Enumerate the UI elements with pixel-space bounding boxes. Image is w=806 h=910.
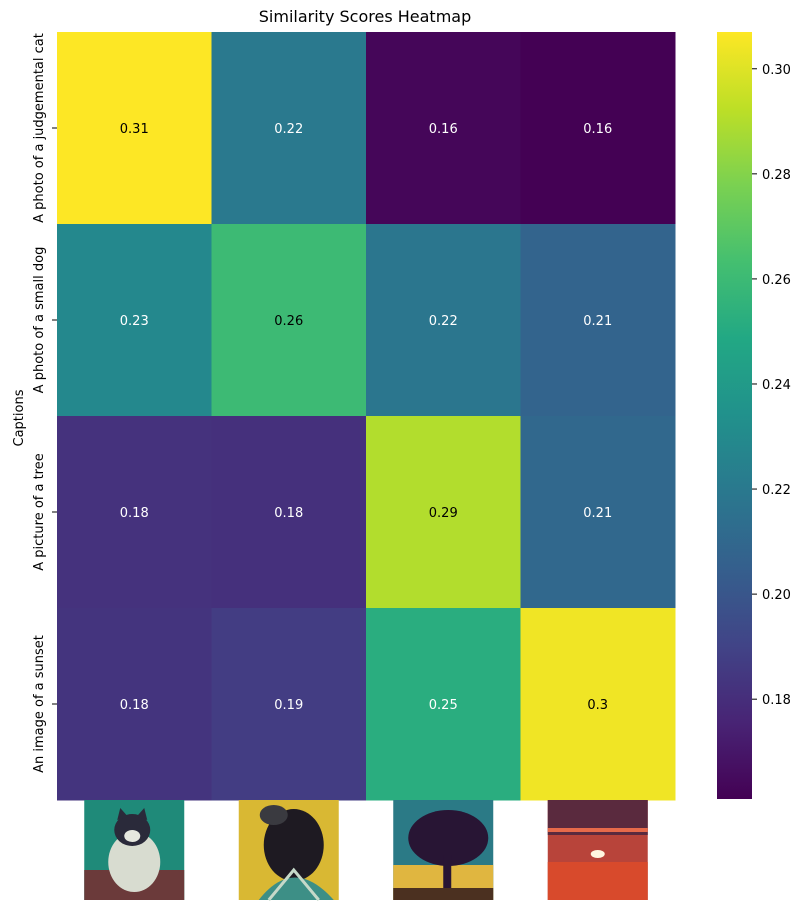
heatmap-cell-r3-c1	[211, 608, 367, 801]
cell-label-r3-c0: 0.18	[120, 698, 149, 713]
heatmap-cell-labels: 0.31 0.22 0.16 0.16 0.23 0.26 0.22 0.21 0.18 0.18…	[120, 122, 612, 713]
row-tick-label-3: An image of a sunset	[32, 635, 47, 773]
cell-label-r0-c3: 0.16	[583, 122, 612, 137]
heatmap-cell-r3-c3	[520, 608, 676, 801]
y-axis-label: Captions	[12, 389, 27, 446]
colorbar-tick-label-1: 0.20	[762, 588, 791, 603]
heatmap-cell-r1-c2	[366, 224, 521, 417]
thumbnail-cat-photo-icon	[84, 800, 185, 900]
colorbar-gradient	[717, 32, 752, 799]
cell-label-r3-c3: 0.3	[587, 698, 608, 713]
heatmap-cell-r2-c3	[520, 416, 676, 609]
row-tick-labels: A photo of a judgemental cat A photo of a…	[32, 33, 57, 773]
cell-label-r3-c1: 0.19	[274, 698, 303, 713]
colorbar-ticks: 0.18 0.20 0.22 0.24 0.26 0.28 0.30	[752, 63, 791, 708]
heatmap-cell-r2-c2	[366, 416, 521, 609]
thumbnail-dog-photo-icon	[238, 800, 339, 901]
heatmap-cell-r1-c1	[211, 224, 367, 417]
cell-label-r1-c1: 0.26	[274, 314, 303, 329]
cell-label-r3-c2: 0.25	[429, 698, 458, 713]
heatmap-cell-r0-c1	[211, 32, 367, 225]
cell-label-r2-c3: 0.21	[583, 506, 612, 521]
row-tick-label-1: A photo of a small dog	[32, 247, 47, 394]
cell-label-r0-c2: 0.16	[429, 122, 458, 137]
cell-label-r0-c1: 0.22	[274, 122, 303, 137]
row-tick-label-2: A picture of a tree	[32, 453, 47, 570]
colorbar-tick-label-0: 0.18	[762, 693, 791, 708]
cell-label-r2-c2: 0.29	[429, 506, 458, 521]
colorbar-tick-label-6: 0.30	[762, 63, 791, 78]
heatmap-cell-r0-c3	[520, 32, 676, 225]
heatmap-cell-r3-c0	[57, 608, 212, 801]
colorbar: 0.18 0.20 0.22 0.24 0.26 0.28 0.30	[717, 32, 791, 799]
cell-label-r0-c0: 0.31	[120, 122, 149, 137]
thumbnail-sunset-photo-icon	[547, 800, 648, 900]
heatmap-cell-r3-c2	[366, 608, 521, 801]
cell-label-r1-c0: 0.23	[120, 314, 149, 329]
column-thumbnails	[84, 800, 648, 901]
heatmap-cell-r2-c1	[211, 416, 367, 609]
heatmap-cell-r0-c2	[366, 32, 521, 225]
chart-title: Similarity Scores Heatmap	[259, 7, 471, 26]
heatmap-cells	[57, 32, 676, 801]
heatmap-cell-r2-c0	[57, 416, 212, 609]
colorbar-tick-label-3: 0.24	[762, 378, 791, 393]
row-tick-label-0: A photo of a judgemental cat	[32, 33, 47, 223]
heatmap-cell-r1-c3	[520, 224, 676, 417]
cell-label-r1-c3: 0.21	[583, 314, 612, 329]
colorbar-tick-label-4: 0.26	[762, 273, 791, 288]
heatmap-cell-r0-c0	[57, 32, 212, 225]
cell-label-r2-c0: 0.18	[120, 506, 149, 521]
colorbar-tick-label-5: 0.28	[762, 168, 791, 183]
cell-label-r2-c1: 0.18	[274, 506, 303, 521]
thumbnail-tree-photo-icon	[393, 800, 494, 900]
heatmap-cell-r1-c0	[57, 224, 212, 417]
cell-label-r1-c2: 0.22	[429, 314, 458, 329]
colorbar-tick-label-2: 0.22	[762, 483, 791, 498]
